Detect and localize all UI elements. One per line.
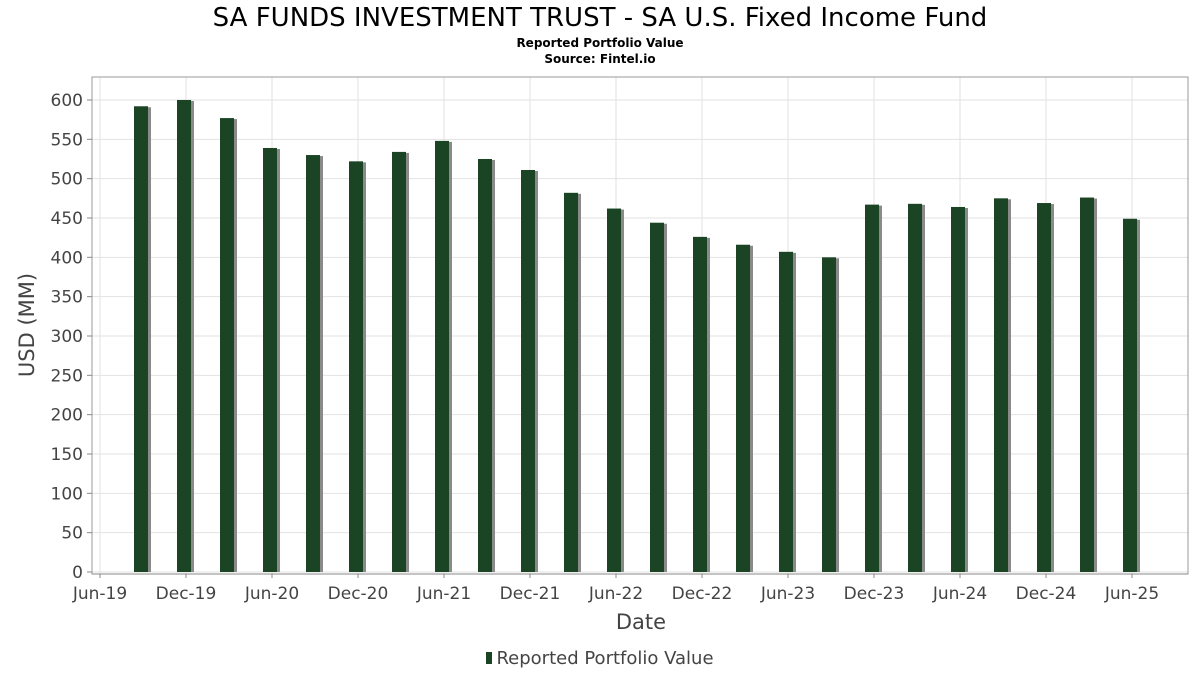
x-axis: Jun-19 Dec-19 Jun-20 Dec-20 Jun-21 Dec-21 Jun-… xyxy=(72,573,1188,604)
y-tick-label: 300 xyxy=(51,327,83,347)
bar xyxy=(951,206,965,573)
x-tick-label: Dec-20 xyxy=(328,584,389,604)
legend: Reported Portfolio Value xyxy=(0,648,1200,670)
x-tick-label: Dec-22 xyxy=(672,584,733,604)
x-tick-label: Dec-19 xyxy=(156,584,217,604)
bar xyxy=(865,204,879,573)
x-tick-label: Dec-21 xyxy=(500,584,561,604)
y-tick-label: 500 xyxy=(51,170,83,190)
y-tick-label: 350 xyxy=(51,288,83,308)
bar xyxy=(263,147,277,573)
plot-area xyxy=(91,76,1189,575)
bar xyxy=(306,155,320,572)
x-axis-title: Date xyxy=(616,610,666,634)
x-tick-label: Jun-23 xyxy=(760,584,815,604)
y-tick-label: 200 xyxy=(51,406,83,426)
y-tick-label: 600 xyxy=(51,91,83,111)
bar xyxy=(1037,203,1051,572)
x-tick-label: Jun-19 xyxy=(72,584,127,604)
x-tick-label: Jun-22 xyxy=(588,584,643,604)
grid xyxy=(92,77,1188,574)
bar xyxy=(478,158,492,573)
bars xyxy=(134,99,1140,573)
bar xyxy=(736,244,750,573)
y-tick-label: 150 xyxy=(51,445,83,465)
bar xyxy=(908,203,922,572)
legend-swatch xyxy=(486,652,493,664)
bar xyxy=(779,251,793,572)
x-tick-label: Jun-21 xyxy=(416,584,471,604)
bar xyxy=(693,236,707,573)
chart-subtitle: Reported Portfolio Value xyxy=(516,36,684,50)
y-tick-label: 100 xyxy=(51,484,83,504)
y-tick-label: 450 xyxy=(51,209,83,229)
legend-label: Reported Portfolio Value xyxy=(496,648,714,669)
chart-title: SA FUNDS INVESTMENT TRUST - SA U.S. Fixe… xyxy=(212,3,988,33)
y-tick-label: 0 xyxy=(72,563,83,583)
y-tick-label: 400 xyxy=(51,248,83,268)
bar xyxy=(521,169,535,572)
bar xyxy=(1123,218,1137,572)
y-tick-label: 50 xyxy=(61,524,83,544)
bar xyxy=(177,99,191,572)
bar xyxy=(349,161,363,573)
bar xyxy=(134,106,148,573)
bar xyxy=(435,140,449,572)
bar xyxy=(994,198,1008,572)
bar xyxy=(220,118,234,572)
x-tick-label: Jun-25 xyxy=(1104,584,1159,604)
x-tick-label: Dec-23 xyxy=(844,584,905,604)
x-tick-label: Jun-20 xyxy=(244,584,299,604)
bar xyxy=(607,208,621,572)
y-tick-label: 250 xyxy=(51,366,83,386)
y-axis-title: USD (MM) xyxy=(15,273,39,377)
bar xyxy=(822,257,836,572)
x-tick-label: Dec-24 xyxy=(1016,584,1077,604)
bar xyxy=(392,151,406,572)
bar xyxy=(1080,197,1094,572)
bar xyxy=(650,222,664,572)
y-tick-label: 550 xyxy=(51,130,83,150)
bar xyxy=(564,192,578,572)
chart-source: Source: Fintel.io xyxy=(544,52,656,66)
y-axis: 0 50 100 150 200 250 300 350 400 450 500 550 600 xyxy=(51,91,92,583)
x-tick-label: Jun-24 xyxy=(932,584,987,604)
